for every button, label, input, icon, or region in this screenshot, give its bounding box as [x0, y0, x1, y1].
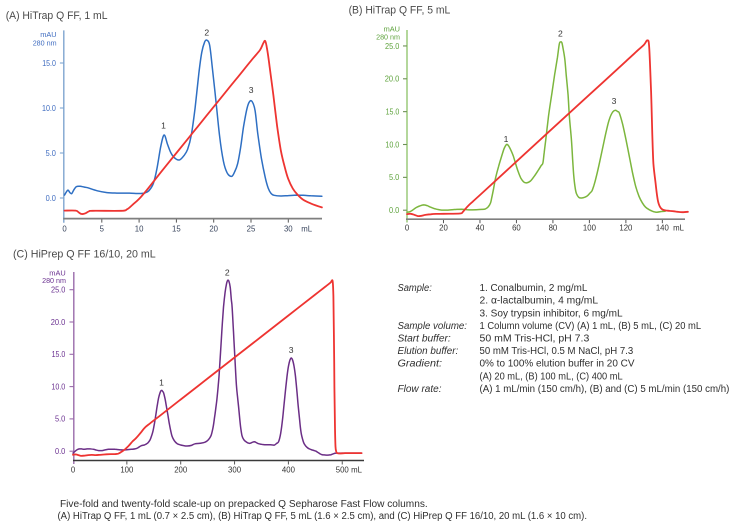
- svg-text:(C) HiPrep Q FF 16/10, 20 mL: (C) HiPrep Q FF 16/10, 20 mL: [13, 249, 156, 261]
- svg-text:Sample volume:: Sample volume:: [398, 321, 468, 332]
- svg-text:mAU: mAU: [40, 30, 56, 39]
- svg-text:Five-fold and twenty-fold scal: Five-fold and twenty-fold scale-up on pr…: [60, 499, 428, 510]
- svg-text:20.0: 20.0: [51, 318, 66, 327]
- svg-text:280 nm: 280 nm: [376, 32, 400, 41]
- svg-text:10.0: 10.0: [51, 382, 65, 391]
- svg-text:0.0: 0.0: [389, 206, 400, 215]
- svg-text:1: 1: [504, 134, 509, 144]
- svg-text:0% to 100% elution buffer in 2: 0% to 100% elution buffer in 20 CV: [480, 359, 635, 370]
- svg-text:40: 40: [476, 224, 485, 233]
- svg-text:0: 0: [71, 466, 76, 475]
- svg-text:2: 2: [204, 27, 209, 37]
- svg-text:10.0: 10.0: [385, 140, 399, 149]
- svg-text:80: 80: [549, 224, 558, 233]
- svg-text:1: 1: [161, 120, 166, 130]
- svg-text:0: 0: [62, 224, 67, 233]
- svg-text:50 mM Tris-HCl, 0.5 M NaCl, pH: 50 mM Tris-HCl, 0.5 M NaCl, pH 7.3: [480, 346, 634, 357]
- svg-text:0.0: 0.0: [46, 194, 57, 203]
- svg-text:25.0: 25.0: [385, 42, 400, 51]
- svg-text:Gradient:: Gradient:: [398, 359, 443, 370]
- svg-text:mAU: mAU: [384, 25, 400, 34]
- svg-text:5: 5: [100, 224, 105, 233]
- svg-text:(A) 20 mL, (B) 100 mL, (C) 400: (A) 20 mL, (B) 100 mL, (C) 400 mL: [480, 371, 624, 382]
- svg-text:280 nm: 280 nm: [33, 39, 57, 48]
- svg-text:140: 140: [656, 224, 670, 233]
- svg-text:30: 30: [284, 224, 293, 233]
- svg-text:500: 500: [336, 466, 350, 475]
- svg-text:2. α-lactalbumin, 4 mg/mL: 2. α-lactalbumin, 4 mg/mL: [480, 296, 599, 307]
- svg-text:300: 300: [228, 466, 242, 475]
- svg-text:20: 20: [439, 224, 448, 233]
- svg-text:15.0: 15.0: [52, 350, 66, 359]
- svg-text:0: 0: [405, 224, 410, 233]
- svg-text:60: 60: [512, 224, 521, 233]
- svg-text:0.0: 0.0: [55, 447, 66, 456]
- svg-text:5.0: 5.0: [55, 415, 66, 424]
- svg-text:(A) HiTrap Q FF, 1 mL: (A) HiTrap Q FF, 1 mL: [6, 10, 108, 22]
- svg-text:5.0: 5.0: [46, 149, 57, 158]
- svg-text:1. Conalbumin, 2 mg/mL: 1. Conalbumin, 2 mg/mL: [480, 283, 588, 294]
- svg-text:2: 2: [558, 29, 563, 39]
- svg-text:5.0: 5.0: [389, 173, 400, 182]
- svg-text:(A) HiTrap Q FF, 1 mL (0.7 × 2: (A) HiTrap Q FF, 1 mL (0.7 × 2.5 cm), (B…: [58, 511, 588, 522]
- svg-text:Flow rate:: Flow rate:: [398, 384, 442, 395]
- svg-text:3: 3: [249, 85, 254, 95]
- svg-text:Sample:: Sample:: [398, 283, 433, 294]
- svg-text:mL: mL: [673, 224, 684, 233]
- svg-text:3. Soy trypsin inhibitor, 6 mg: 3. Soy trypsin inhibitor, 6 mg/mL: [480, 308, 624, 319]
- svg-text:20: 20: [209, 224, 218, 233]
- svg-text:100: 100: [583, 224, 597, 233]
- svg-text:1 Column volume (CV) (A) 1 mL,: 1 Column volume (CV) (A) 1 mL, (B) 5 mL,…: [480, 321, 702, 332]
- svg-text:Elution buffer:: Elution buffer:: [398, 346, 459, 357]
- svg-text:mAU: mAU: [49, 268, 65, 277]
- svg-text:3: 3: [289, 345, 294, 355]
- svg-text:25.0: 25.0: [51, 286, 66, 295]
- svg-text:400: 400: [282, 466, 296, 475]
- svg-text:50 mM Tris-HCl, pH 7.3: 50 mM Tris-HCl, pH 7.3: [480, 334, 590, 345]
- svg-text:mL: mL: [301, 224, 312, 233]
- svg-text:100: 100: [120, 466, 134, 475]
- svg-text:(A) 1 mL/min (150 cm/h), (B) a: (A) 1 mL/min (150 cm/h), (B) and (C) 5 m…: [480, 384, 730, 395]
- svg-text:1: 1: [159, 378, 164, 388]
- svg-text:(B) HiTrap Q FF, 5 mL: (B) HiTrap Q FF, 5 mL: [349, 5, 451, 17]
- svg-text:3: 3: [612, 96, 617, 106]
- svg-text:15.0: 15.0: [386, 107, 400, 116]
- svg-text:120: 120: [619, 224, 633, 233]
- svg-text:Start buffer:: Start buffer:: [398, 334, 451, 345]
- svg-text:10: 10: [135, 224, 144, 233]
- svg-text:20.0: 20.0: [385, 75, 400, 84]
- svg-text:15: 15: [172, 224, 181, 233]
- svg-text:15.0: 15.0: [42, 59, 56, 68]
- svg-text:2: 2: [225, 268, 230, 278]
- svg-text:200: 200: [174, 466, 188, 475]
- svg-text:280 nm: 280 nm: [42, 276, 66, 285]
- svg-text:25: 25: [247, 224, 256, 233]
- svg-text:mL: mL: [351, 466, 362, 475]
- svg-text:10.0: 10.0: [42, 104, 56, 113]
